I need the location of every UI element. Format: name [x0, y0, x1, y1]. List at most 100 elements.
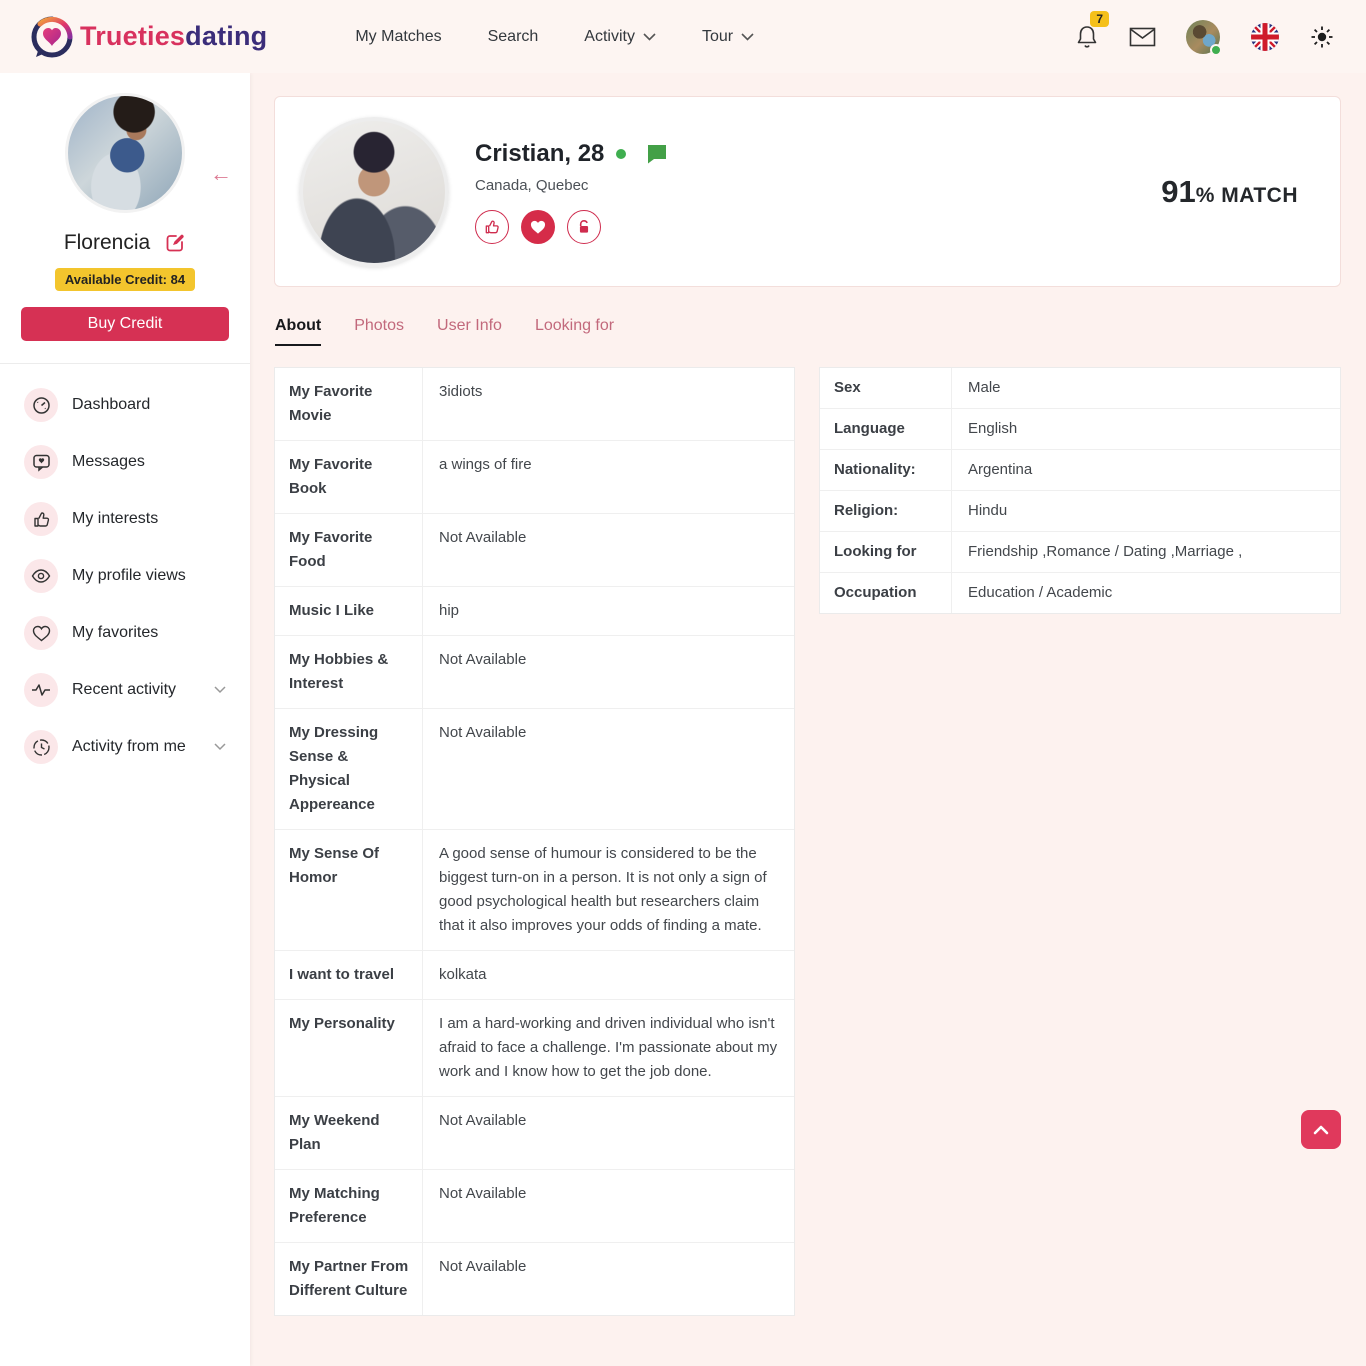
user-avatar[interactable]	[1186, 19, 1222, 56]
row-label: My Weekend Plan	[275, 1097, 423, 1169]
sidebar-item-activity-from-me[interactable]: Activity from me	[18, 720, 232, 774]
like-button[interactable]	[475, 209, 509, 244]
row-value: English	[968, 420, 1018, 437]
table-row: My Hobbies & Interest Not Available	[275, 636, 794, 709]
row-label: My Hobbies & Interest	[275, 636, 423, 708]
row-label: My Personality	[275, 1000, 423, 1096]
row-value: I am a hard-working and driven individua…	[439, 1015, 778, 1080]
table-row: Occupation Education / Academic	[820, 573, 1340, 613]
row-label: Looking for	[820, 532, 952, 572]
row-value: Education / Academic	[968, 584, 1113, 601]
match-name: Cristian, 28	[475, 139, 605, 167]
row-label: My Favorite Movie	[275, 368, 423, 440]
top-navbar: Truetiesdating My Matches Search Activit…	[0, 0, 1366, 73]
thumbs-up-icon	[24, 502, 58, 536]
row-value: Not Available	[439, 1258, 527, 1275]
favorite-button[interactable]	[521, 209, 555, 244]
main-content: Cristian, 28 Canada, Quebec	[250, 73, 1366, 1366]
sidebar-item-my-interests[interactable]: My interests	[18, 492, 232, 546]
sidebar-user-name: Florencia	[63, 231, 151, 254]
sidebar-item-recent-activity[interactable]: Recent activity	[18, 663, 232, 717]
table-row: My Weekend Plan Not Available	[275, 1097, 794, 1170]
activity-pulse-icon	[24, 673, 58, 707]
row-label: My Matching Preference	[275, 1170, 423, 1242]
message-heart-icon	[24, 445, 58, 479]
row-value: Not Available	[439, 724, 527, 741]
row-value: Argentina	[968, 461, 1033, 478]
row-label: Music I Like	[275, 587, 423, 635]
row-label: My Sense Of Homor	[275, 830, 423, 950]
notifications-button[interactable]: 7	[1075, 10, 1109, 50]
table-row: My Favorite Food Not Available	[275, 514, 794, 587]
theme-toggle-button[interactable]	[1310, 25, 1334, 49]
table-row: Nationality: Argentina	[820, 450, 1340, 491]
heart-outline-icon	[24, 616, 58, 650]
online-status-dot	[1210, 43, 1222, 56]
tab-about[interactable]: About	[275, 317, 322, 346]
row-value: hip	[439, 602, 460, 619]
sidebar-menu: Dashboard Messages My interests My profi…	[0, 378, 250, 774]
row-value: a wings of fire	[439, 456, 532, 473]
notification-badge: 7	[1090, 10, 1109, 27]
profile-header-card: Cristian, 28 Canada, Quebec	[274, 96, 1341, 287]
messages-button[interactable]	[1129, 27, 1156, 47]
about-table: My Favorite Movie 3idiots My Favorite Bo…	[274, 367, 795, 1316]
sidebar-item-dashboard[interactable]: Dashboard	[18, 378, 232, 432]
table-row: Religion: Hindu	[820, 491, 1340, 532]
table-row: My Dressing Sense & Physical Appereance …	[275, 709, 794, 830]
sidebar-divider	[0, 363, 250, 364]
available-credit-badge: Available Credit: 84	[54, 268, 196, 291]
chevron-up-icon	[1313, 1125, 1329, 1135]
sidebar-collapse-arrow-icon[interactable]: ←	[210, 161, 232, 186]
chevron-down-icon	[214, 686, 226, 694]
scroll-to-top-button[interactable]	[1301, 1110, 1341, 1149]
table-row: I want to travel kolkata	[275, 951, 794, 1000]
row-value: 3idiots	[439, 383, 483, 400]
tab-looking-for[interactable]: Looking for	[534, 317, 615, 334]
sidebar-item-messages[interactable]: Messages	[18, 435, 232, 489]
unlock-button[interactable]	[567, 209, 601, 244]
row-label: Nationality:	[820, 450, 952, 490]
row-label: Language	[820, 409, 952, 449]
tab-user-info[interactable]: User Info	[437, 317, 502, 334]
row-value: Hindu	[968, 502, 1008, 519]
table-row: My Sense Of Homor A good sense of humour…	[275, 830, 794, 951]
brand-logo[interactable]: Truetiesdating	[30, 15, 267, 59]
table-row: My Favorite Movie 3idiots	[275, 368, 794, 441]
nav-search[interactable]: Search	[487, 27, 539, 45]
brand-logo-icon	[30, 15, 74, 59]
nav-tour[interactable]: Tour	[702, 28, 754, 46]
row-value: Male	[968, 379, 1001, 396]
table-row: My Matching Preference Not Available	[275, 1170, 794, 1243]
table-row: Looking for Friendship ,Romance / Dating…	[820, 532, 1340, 573]
mail-icon	[1129, 27, 1156, 47]
table-row: Sex Male	[820, 368, 1340, 409]
row-label: My Partner From Different Culture	[275, 1243, 423, 1315]
buy-credit-button[interactable]: Buy Credit	[21, 307, 229, 341]
sidebar-item-my-profile-views[interactable]: My profile views	[18, 549, 232, 603]
row-label: My Favorite Food	[275, 514, 423, 586]
edit-profile-icon[interactable]	[164, 232, 186, 254]
row-value: Not Available	[439, 651, 527, 668]
row-value: kolkata	[439, 966, 487, 983]
clock-icon	[24, 730, 58, 764]
language-button[interactable]	[1250, 22, 1280, 52]
row-value: Not Available	[439, 1185, 527, 1202]
row-value: Friendship ,Romance / Dating ,Marriage ,	[968, 543, 1243, 560]
row-label: My Favorite Book	[275, 441, 423, 513]
sidebar-item-my-favorites[interactable]: My favorites	[18, 606, 232, 660]
brand-name: Truetiesdating	[80, 21, 268, 51]
chevron-down-icon	[214, 743, 226, 751]
table-row: Music I Like hip	[275, 587, 794, 636]
nav-activity[interactable]: Activity	[584, 28, 656, 46]
tab-photos[interactable]: Photos	[354, 317, 405, 334]
row-value: A good sense of humour is considered to …	[439, 845, 767, 934]
match-percentage: 91% MATCH	[1161, 173, 1298, 209]
row-value: Not Available	[439, 529, 527, 546]
nav-my-matches[interactable]: My Matches	[355, 27, 442, 45]
online-dot	[616, 148, 627, 159]
main-nav: My Matches Search Activity Tour	[355, 28, 754, 46]
user-info-table: Sex Male Language English Nationality: A…	[819, 367, 1341, 614]
chat-icon[interactable]	[646, 143, 668, 164]
profile-tabs: About Photos User Info Looking for	[274, 317, 1341, 346]
